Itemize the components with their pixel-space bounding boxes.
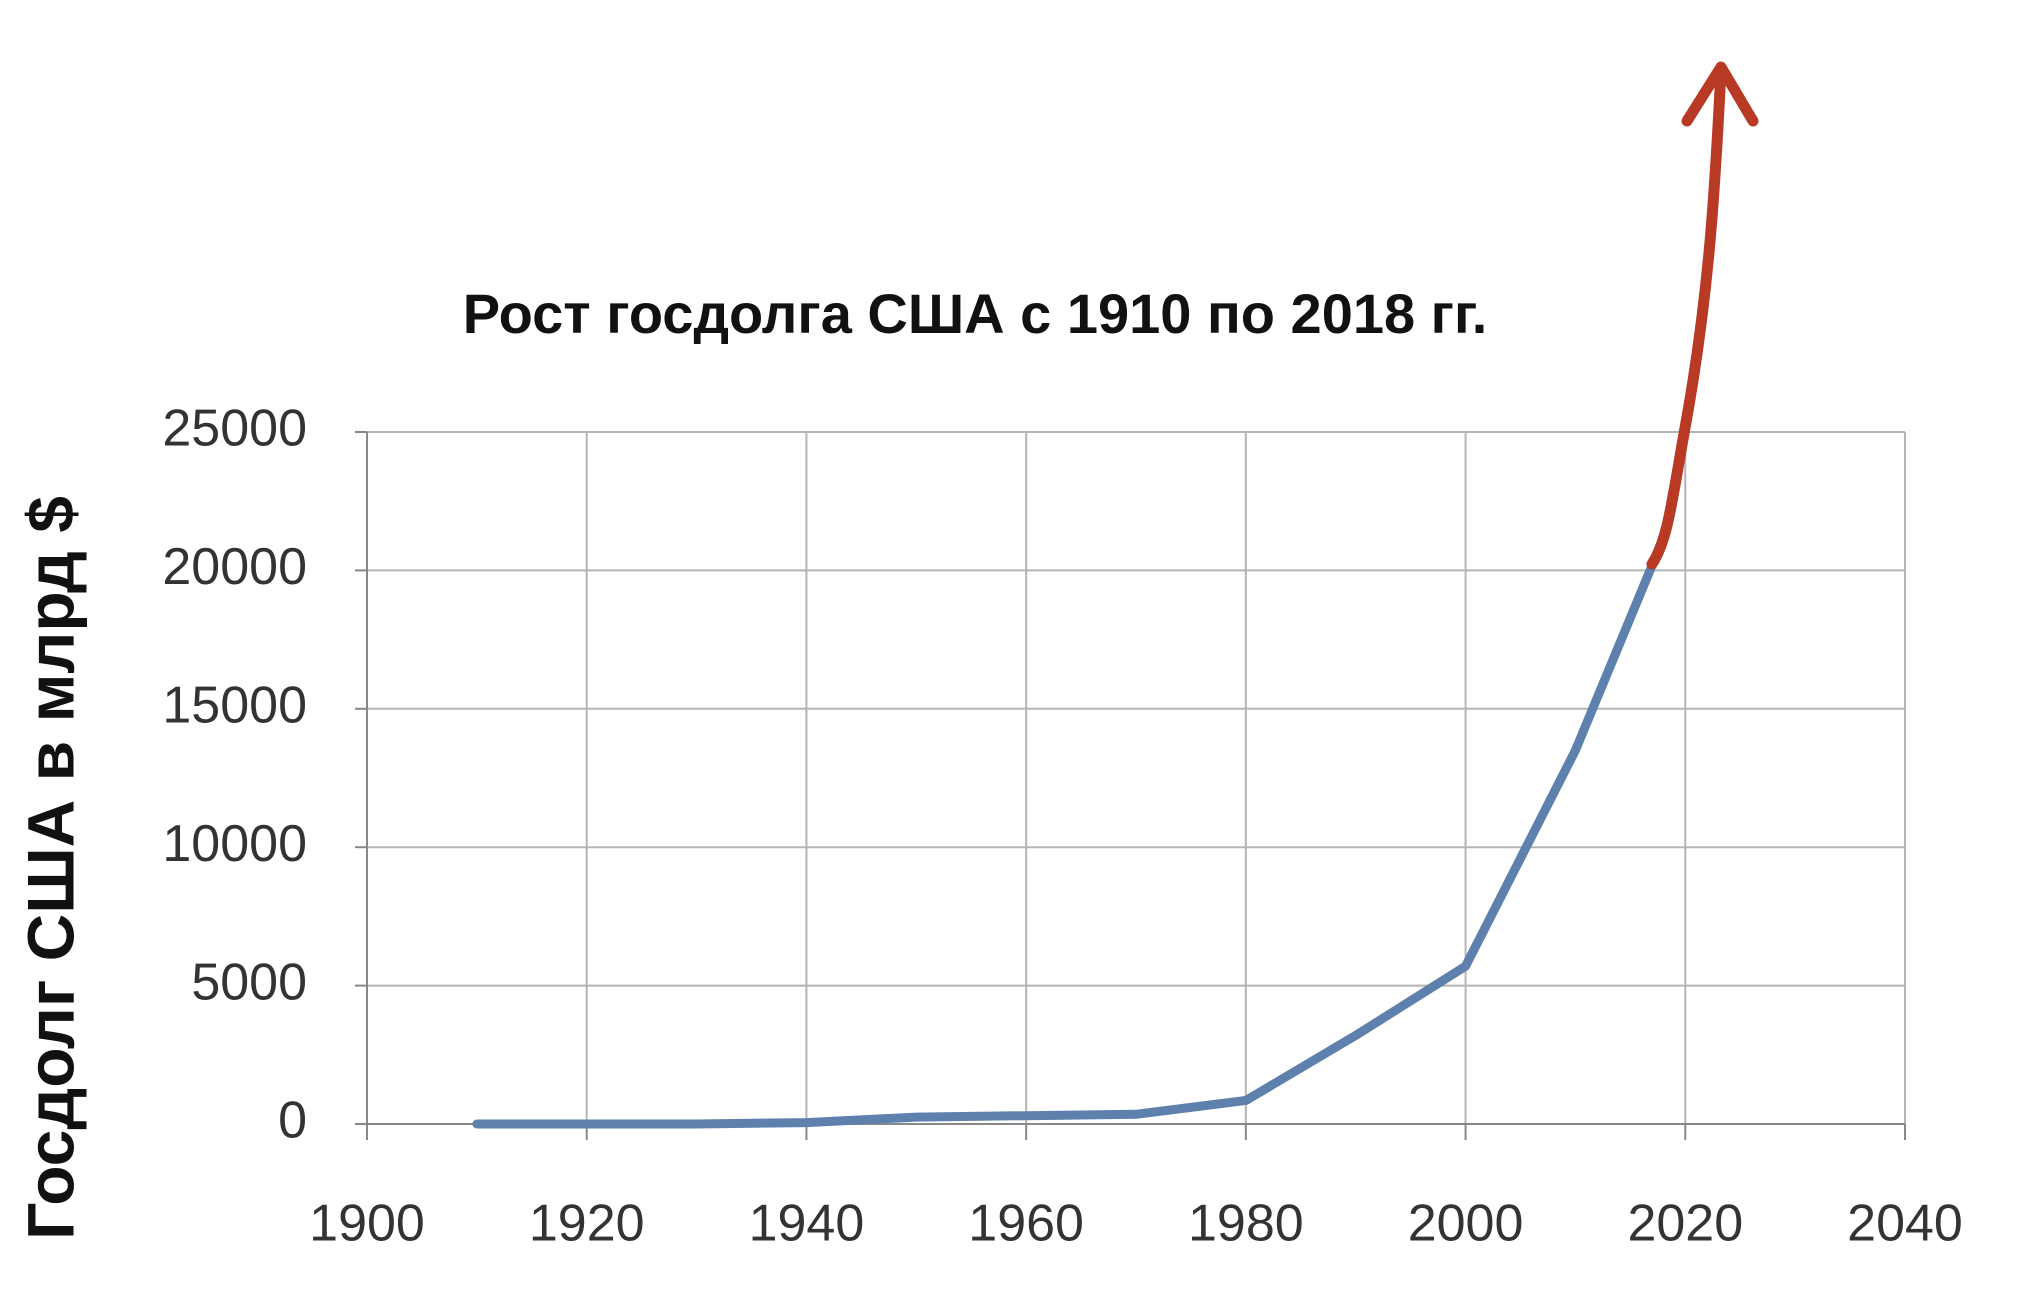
x-tick-label: 1960	[968, 1195, 1084, 1253]
chart-title: Рост госдолга США с 1910 по 2018 гг.	[463, 282, 1488, 345]
x-tick-label: 1980	[1188, 1195, 1304, 1253]
x-tick-label: 1940	[749, 1195, 865, 1253]
annotation-arrowhead	[1681, 61, 1759, 127]
plot-area: 0 5000 10000 15000 20000 25000 1900 1920 1940 196…	[162, 400, 1962, 1253]
y-tick-label: 5000	[191, 953, 307, 1011]
x-tick-label: 2040	[1847, 1195, 1963, 1253]
y-tick-label: 10000	[162, 815, 307, 873]
x-tick-label: 1900	[309, 1195, 425, 1253]
y-tick-label: 0	[278, 1092, 307, 1150]
data-line	[472, 560, 1657, 1129]
x-tick-label: 2000	[1408, 1195, 1524, 1253]
x-tick-label: 2020	[1627, 1195, 1743, 1253]
y-tick-label: 15000	[162, 677, 307, 735]
y-axis-label: Госдолг США в млрд $	[13, 496, 87, 1240]
annotation-arrow	[1646, 65, 1727, 570]
y-tick-label: 20000	[162, 538, 307, 596]
x-tick-label: 1920	[529, 1195, 645, 1253]
y-tick-label: 25000	[162, 400, 307, 458]
